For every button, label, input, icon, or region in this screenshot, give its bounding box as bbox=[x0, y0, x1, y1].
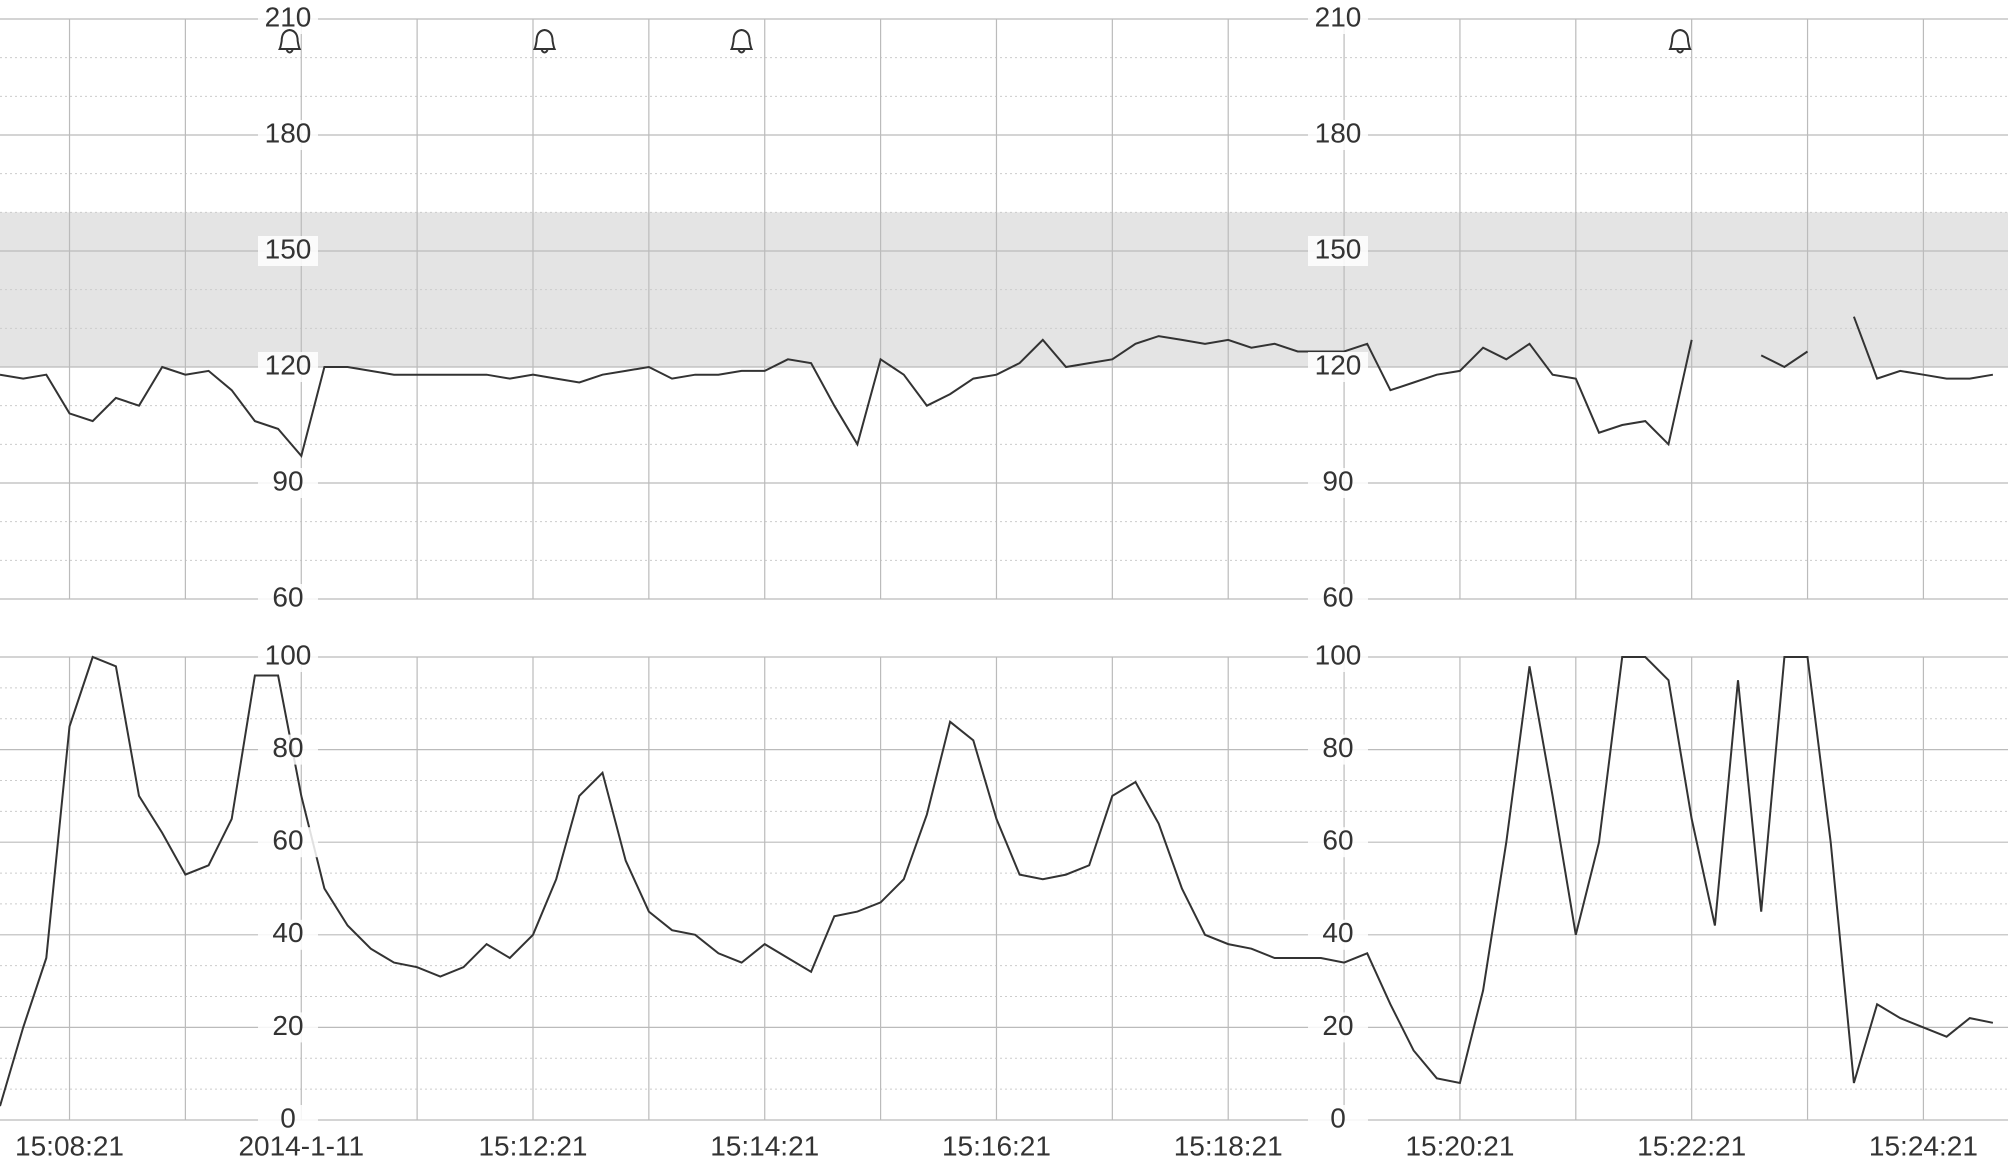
normal-range-band bbox=[0, 212, 2008, 367]
y-tick-label: 100 bbox=[265, 639, 312, 670]
label-background bbox=[258, 352, 318, 382]
y-tick-label: 150 bbox=[265, 233, 312, 264]
x-tick-label: 15:20:21 bbox=[1405, 1130, 1514, 1161]
label-background bbox=[1308, 236, 1368, 266]
bell bbox=[532, 28, 557, 54]
label-background bbox=[258, 120, 318, 150]
y-tick-label: 60 bbox=[1322, 825, 1353, 856]
label-background bbox=[1308, 4, 1368, 34]
x-tick-label: 15:22:21 bbox=[1637, 1130, 1746, 1161]
label-background bbox=[1308, 827, 1368, 858]
y-tick-label: 90 bbox=[272, 465, 303, 496]
bell bbox=[729, 28, 754, 54]
label-background bbox=[258, 236, 318, 266]
y-tick-label: 0 bbox=[280, 1102, 296, 1133]
label-background bbox=[258, 4, 318, 34]
label-background bbox=[258, 919, 318, 950]
label-background bbox=[258, 642, 318, 672]
y-tick-label: 210 bbox=[265, 1, 312, 32]
y-tick-label: 80 bbox=[272, 732, 303, 763]
label-background bbox=[258, 468, 318, 498]
label-background bbox=[1308, 468, 1368, 498]
x-tick-label: 15:16:21 bbox=[942, 1130, 1051, 1161]
y-tick-label: 90 bbox=[1322, 465, 1353, 496]
label-background bbox=[1308, 642, 1368, 672]
y-tick-label: 150 bbox=[1315, 233, 1362, 264]
label-background bbox=[1308, 919, 1368, 950]
x-tick-label: 15:12:21 bbox=[478, 1130, 587, 1161]
bell bbox=[1668, 28, 1692, 54]
label-background bbox=[258, 1012, 318, 1043]
y-tick-label: 20 bbox=[1322, 1010, 1353, 1041]
x-tick-label: 2014-1-11 bbox=[238, 1130, 364, 1161]
y-tick-label: 120 bbox=[1315, 349, 1362, 380]
trace-line bbox=[0, 316, 1994, 459]
y-tick-label: 20 bbox=[272, 1010, 303, 1041]
y-tick-label: 180 bbox=[1315, 117, 1362, 148]
label-background bbox=[1308, 734, 1368, 765]
label-background bbox=[258, 827, 318, 858]
x-tick-label: 15:24:21 bbox=[1869, 1130, 1978, 1161]
y-tick-label: 60 bbox=[272, 581, 303, 612]
trace-line bbox=[0, 655, 1994, 1107]
y-tick-label: 100 bbox=[1315, 639, 1362, 670]
x-tick-label: 15:18:21 bbox=[1174, 1130, 1283, 1161]
bell bbox=[278, 28, 302, 54]
alarm-icon bbox=[729, 28, 754, 54]
label-background bbox=[258, 734, 318, 765]
label-background bbox=[1308, 584, 1368, 614]
label-background bbox=[1308, 1105, 1368, 1135]
label-background bbox=[258, 584, 318, 614]
y-tick-label: 40 bbox=[272, 917, 303, 948]
x-tick-label: 15:08:21 bbox=[15, 1130, 124, 1161]
alarm-icon bbox=[1668, 28, 1692, 54]
y-tick-label: 210 bbox=[1315, 1, 1362, 32]
label-background bbox=[1308, 352, 1368, 382]
x-tick-label: 15:14:21 bbox=[710, 1130, 819, 1161]
label-background bbox=[258, 1105, 318, 1135]
label-background bbox=[1308, 120, 1368, 150]
y-tick-label: 0 bbox=[1330, 1102, 1346, 1133]
y-tick-label: 40 bbox=[1322, 917, 1353, 948]
y-tick-label: 180 bbox=[265, 117, 312, 148]
y-tick-label: 80 bbox=[1322, 732, 1353, 763]
alarm-icon bbox=[278, 28, 302, 54]
y-tick-label: 60 bbox=[272, 825, 303, 856]
y-tick-label: 120 bbox=[265, 349, 312, 380]
alarm-icon bbox=[532, 28, 557, 54]
label-background bbox=[1308, 1012, 1368, 1043]
y-tick-label: 60 bbox=[1322, 581, 1353, 612]
